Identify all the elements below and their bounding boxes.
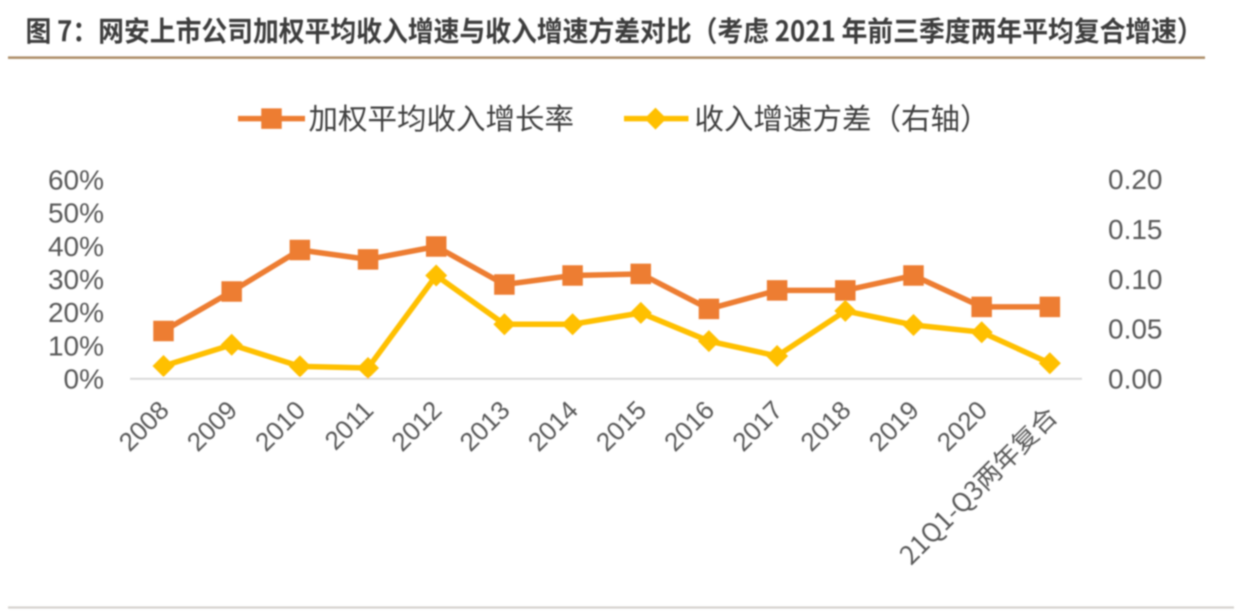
svg-text:0.15: 0.15: [1108, 214, 1163, 245]
svg-text:30%: 30%: [48, 264, 104, 295]
svg-text:0.05: 0.05: [1108, 314, 1163, 345]
svg-text:0.20: 0.20: [1108, 164, 1163, 195]
svg-text:10%: 10%: [48, 330, 104, 361]
svg-text:40%: 40%: [48, 231, 104, 262]
svg-text:20%: 20%: [48, 297, 104, 328]
svg-text:0.10: 0.10: [1108, 264, 1163, 295]
svg-text:50%: 50%: [48, 198, 104, 229]
svg-text:0%: 0%: [64, 364, 104, 395]
svg-text:0.00: 0.00: [1108, 364, 1163, 395]
svg-text:60%: 60%: [48, 164, 104, 195]
